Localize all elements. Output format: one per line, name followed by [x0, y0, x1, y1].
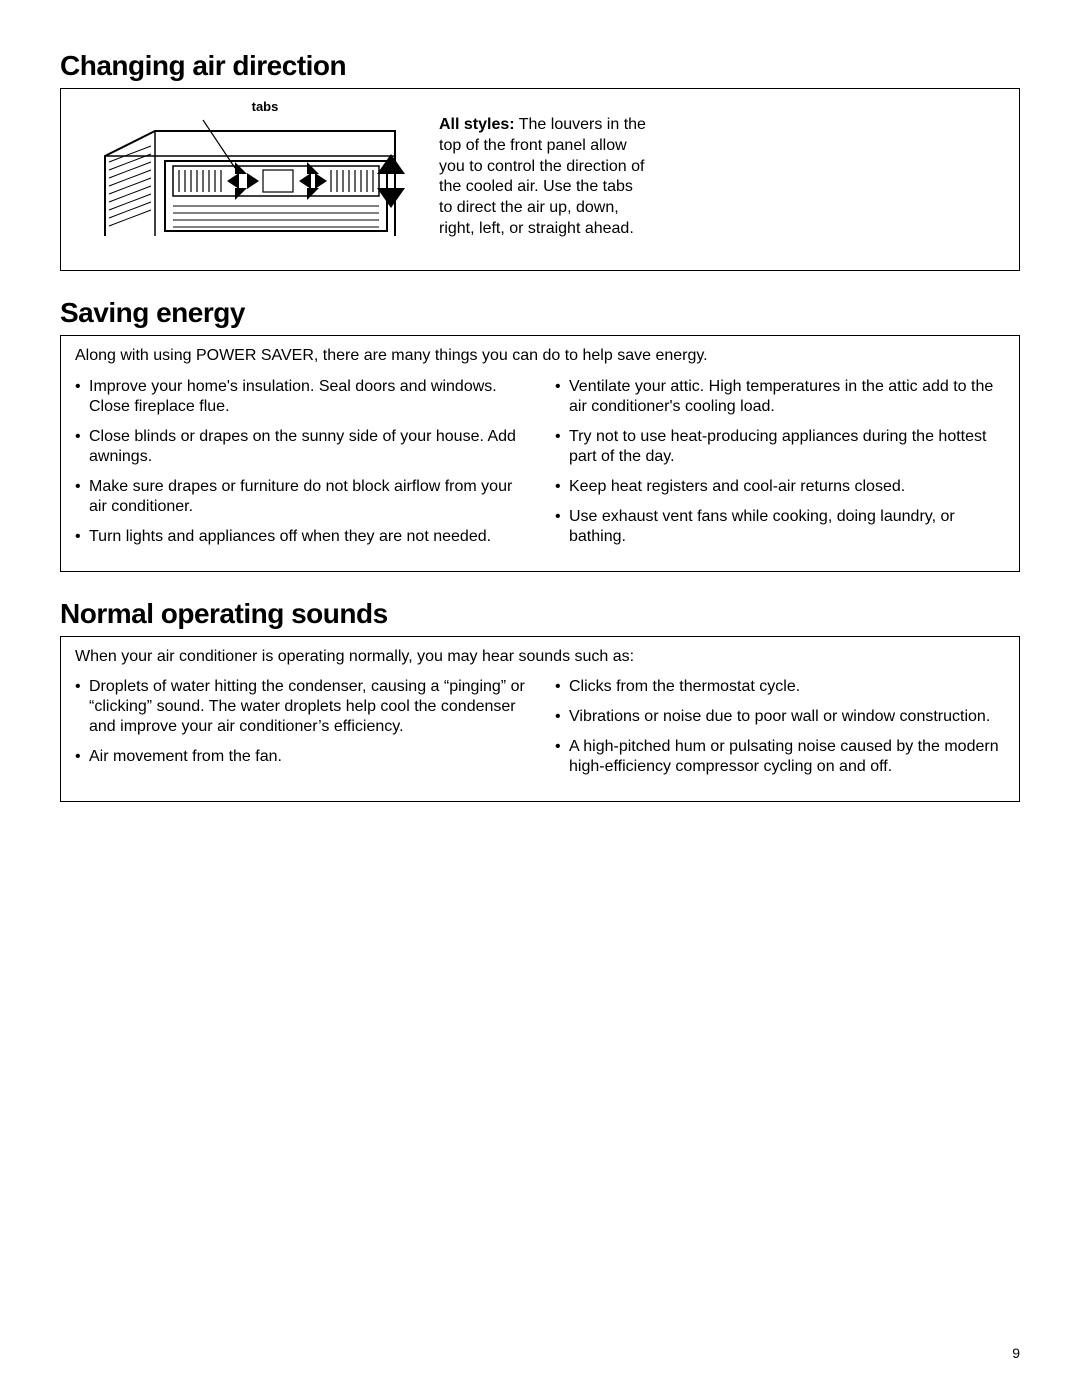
air-direction-text: All styles: The louvers in the top of th…	[439, 115, 649, 240]
air-direction-rest: The louvers in the top of the front pane…	[439, 116, 646, 237]
box-air-direction: tabs	[60, 88, 1020, 271]
page-content: Changing air direction tabs	[0, 0, 1080, 868]
heading-air-direction: Changing air direction	[60, 50, 1020, 82]
page-number: 9	[1012, 1345, 1020, 1361]
list-item: A high-pitched hum or pulsating noise ca…	[555, 737, 1005, 777]
box-sounds: When your air conditioner is operating n…	[60, 636, 1020, 803]
list-item: Ventilate your attic. High temperatures …	[555, 377, 1005, 417]
sounds-intro: When your air conditioner is operating n…	[75, 647, 1005, 668]
list-item: Vibrations or noise due to poor wall or …	[555, 707, 1005, 727]
saving-energy-list-right: Ventilate your attic. High temperatures …	[555, 377, 1005, 547]
list-item: Clicks from the thermostat cycle.	[555, 677, 1005, 697]
heading-saving-energy: Saving energy	[60, 297, 1020, 329]
ac-unit-diagram	[75, 116, 415, 246]
box-saving-energy: Along with using POWER SAVER, there are …	[60, 335, 1020, 572]
air-direction-bold: All styles:	[439, 116, 515, 133]
diagram-label-tabs: tabs	[75, 99, 415, 114]
list-item: Air movement from the fan.	[75, 747, 525, 767]
list-item: Improve your home's insulation. Seal doo…	[75, 377, 525, 417]
list-item: Droplets of water hitting the condenser,…	[75, 677, 525, 737]
saving-energy-intro: Along with using POWER SAVER, there are …	[75, 346, 1005, 367]
list-item: Use exhaust vent fans while cooking, doi…	[555, 507, 1005, 547]
list-item: Make sure drapes or furniture do not blo…	[75, 477, 525, 517]
list-item: Close blinds or drapes on the sunny side…	[75, 427, 525, 467]
saving-energy-list-left: Improve your home's insulation. Seal doo…	[75, 377, 525, 547]
list-item: Keep heat registers and cool-air returns…	[555, 477, 1005, 497]
list-item: Try not to use heat-producing appliances…	[555, 427, 1005, 467]
diagram-wrapper: tabs	[75, 99, 415, 251]
sounds-list-left: Droplets of water hitting the condenser,…	[75, 677, 525, 767]
sounds-list-right: Clicks from the thermostat cycle. Vibrat…	[555, 677, 1005, 777]
heading-sounds: Normal operating sounds	[60, 598, 1020, 630]
list-item: Turn lights and appliances off when they…	[75, 527, 525, 547]
